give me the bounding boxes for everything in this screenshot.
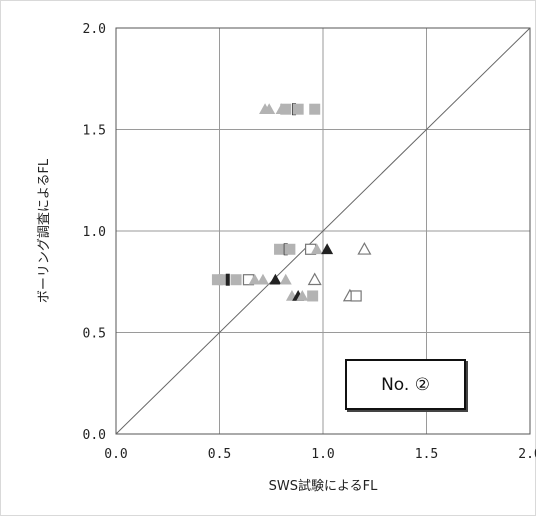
square-marker xyxy=(211,274,223,286)
y-tick-label: 0.5 xyxy=(83,327,106,342)
x-tick-label: 0.0 xyxy=(104,447,127,462)
open-square-marker xyxy=(350,290,362,302)
square-marker xyxy=(307,290,319,302)
square-marker xyxy=(309,103,321,115)
y-tick-label: 1.5 xyxy=(83,124,106,139)
square-marker xyxy=(280,103,292,115)
y-tick-label: 0.0 xyxy=(83,428,106,443)
x-tick-label: 1.5 xyxy=(415,447,438,462)
x-tick-labels: 0.0 0.5 1.0 1.5 2.0 xyxy=(104,447,536,462)
triangle-marker xyxy=(263,103,276,114)
triangle-marker xyxy=(279,273,292,285)
triangle-marker xyxy=(310,243,323,255)
triangle-marker xyxy=(269,273,282,285)
panel-label-text: No. ② xyxy=(381,374,430,395)
x-tick-label: 0.5 xyxy=(208,447,231,462)
y-tick-labels: 0.0 0.5 1.0 1.5 2.0 xyxy=(83,22,106,443)
triangle-marker xyxy=(321,243,334,255)
bar-marker xyxy=(225,273,230,286)
data-points xyxy=(211,103,372,302)
y-tick-label: 2.0 xyxy=(83,22,106,37)
triangle-marker xyxy=(248,273,261,285)
open-triangle-marker xyxy=(307,272,322,286)
x-tick-label: 2.0 xyxy=(518,447,536,462)
square-marker xyxy=(292,103,304,115)
open-triangle-marker xyxy=(357,242,372,255)
square-marker xyxy=(284,243,296,255)
triangle-marker xyxy=(296,289,309,301)
square-marker xyxy=(274,243,286,255)
panel-label: No. ② xyxy=(345,359,466,410)
y-axis-label: ボーリング調査によるFL xyxy=(37,158,52,303)
square-marker xyxy=(218,274,230,286)
x-tick-label: 1.0 xyxy=(311,447,334,462)
x-axis-label: SWS試験によるFL xyxy=(269,478,378,494)
plot-area xyxy=(115,27,531,435)
y-tick-label: 1.0 xyxy=(83,225,106,240)
reference-line-y-equals-x xyxy=(115,27,531,435)
triangle-marker xyxy=(256,273,269,285)
square-marker xyxy=(230,274,242,286)
